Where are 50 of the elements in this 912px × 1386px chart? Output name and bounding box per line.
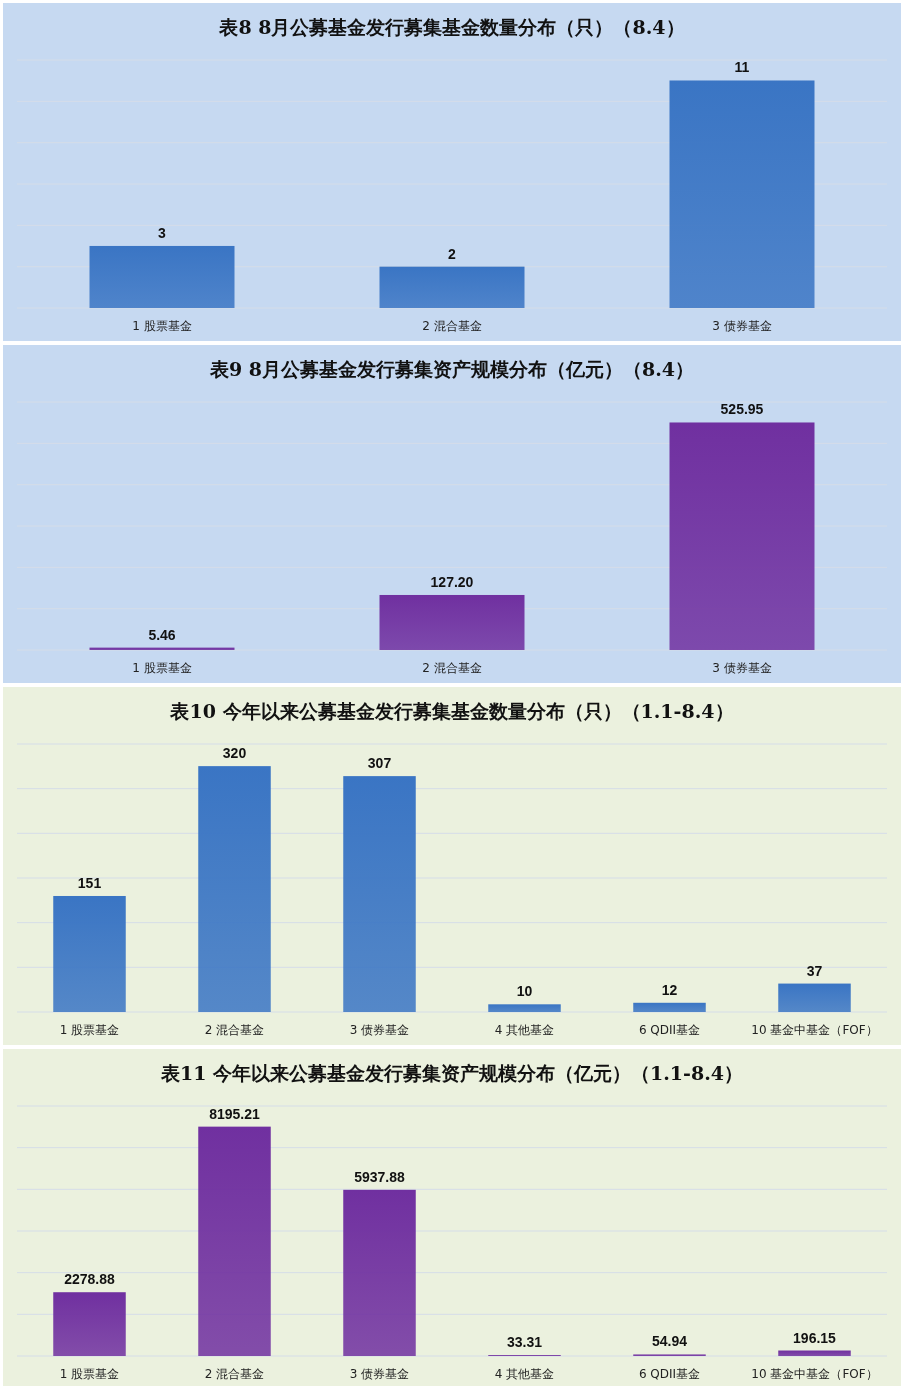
bar bbox=[198, 1126, 271, 1356]
x-tick-label: 1 股票基金 bbox=[59, 1023, 120, 1037]
x-tick-label: 4 其他基金 bbox=[494, 1023, 555, 1037]
data-label: 320 bbox=[222, 745, 247, 762]
bar bbox=[198, 766, 271, 1012]
chart-title: 表9 8月公募基金发行募集资产规模分布（亿元）（8.4） bbox=[208, 358, 695, 380]
x-tick-label: 3 债券基金 bbox=[712, 319, 772, 333]
x-tick-label: 6 QDII基金 bbox=[638, 1367, 701, 1381]
chart-title: 表10 今年以来公募基金发行募集基金数量分布（只）（1.1-8.4） bbox=[169, 700, 734, 722]
data-label: 151 bbox=[77, 874, 102, 891]
x-tick-label: 1 股票基金 bbox=[132, 319, 192, 333]
x-tick-label: 1 股票基金 bbox=[132, 661, 192, 675]
x-tick-label: 10 基金中基金（FOF） bbox=[751, 1023, 878, 1037]
bar bbox=[633, 1002, 706, 1012]
data-label: 10 bbox=[516, 983, 533, 1000]
x-tick-label: 3 债券基金 bbox=[349, 1023, 410, 1037]
data-label: 2278.88 bbox=[64, 1271, 116, 1288]
data-label: 12 bbox=[661, 981, 678, 998]
x-tick-label: 10 基金中基金（FOF） bbox=[751, 1367, 878, 1381]
x-tick-label: 6 QDII基金 bbox=[638, 1023, 701, 1037]
data-label: 127.20 bbox=[430, 573, 474, 590]
x-tick-label: 2 混合基金 bbox=[204, 1023, 265, 1037]
data-label: 307 bbox=[367, 755, 392, 772]
bar bbox=[343, 776, 416, 1012]
data-label: 33.31 bbox=[506, 1334, 543, 1351]
chart-title: 表11 今年以来公募基金发行募集资产规模分布（亿元）（1.1-8.4） bbox=[159, 1062, 744, 1084]
bar bbox=[53, 1292, 126, 1356]
data-label: 196.15 bbox=[793, 1329, 837, 1346]
data-label: 5.46 bbox=[148, 626, 176, 643]
x-tick-label: 3 债券基金 bbox=[349, 1367, 410, 1381]
x-tick-label: 2 混合基金 bbox=[422, 661, 482, 675]
bar bbox=[343, 1189, 416, 1356]
x-tick-label: 1 股票基金 bbox=[59, 1367, 120, 1381]
x-tick-label: 3 债券基金 bbox=[712, 661, 772, 675]
chart-title: 表8 8月公募基金发行募集基金数量分布（只）（8.4） bbox=[218, 16, 685, 38]
x-tick-label: 2 混合基金 bbox=[204, 1367, 265, 1381]
data-label: 54.94 bbox=[651, 1333, 688, 1350]
data-label: 3 bbox=[158, 224, 167, 241]
bar bbox=[778, 1350, 851, 1356]
data-label: 5937.88 bbox=[354, 1168, 406, 1185]
data-label: 11 bbox=[734, 59, 750, 76]
data-label: 8195.21 bbox=[209, 1105, 261, 1122]
x-tick-label: 4 其他基金 bbox=[494, 1367, 555, 1381]
data-label: 2 bbox=[448, 245, 457, 262]
bar bbox=[778, 983, 851, 1012]
data-label: 525.95 bbox=[720, 401, 764, 418]
x-tick-label: 2 混合基金 bbox=[422, 319, 482, 333]
bar bbox=[53, 895, 126, 1012]
bar bbox=[488, 1004, 561, 1012]
data-label: 37 bbox=[806, 962, 823, 979]
